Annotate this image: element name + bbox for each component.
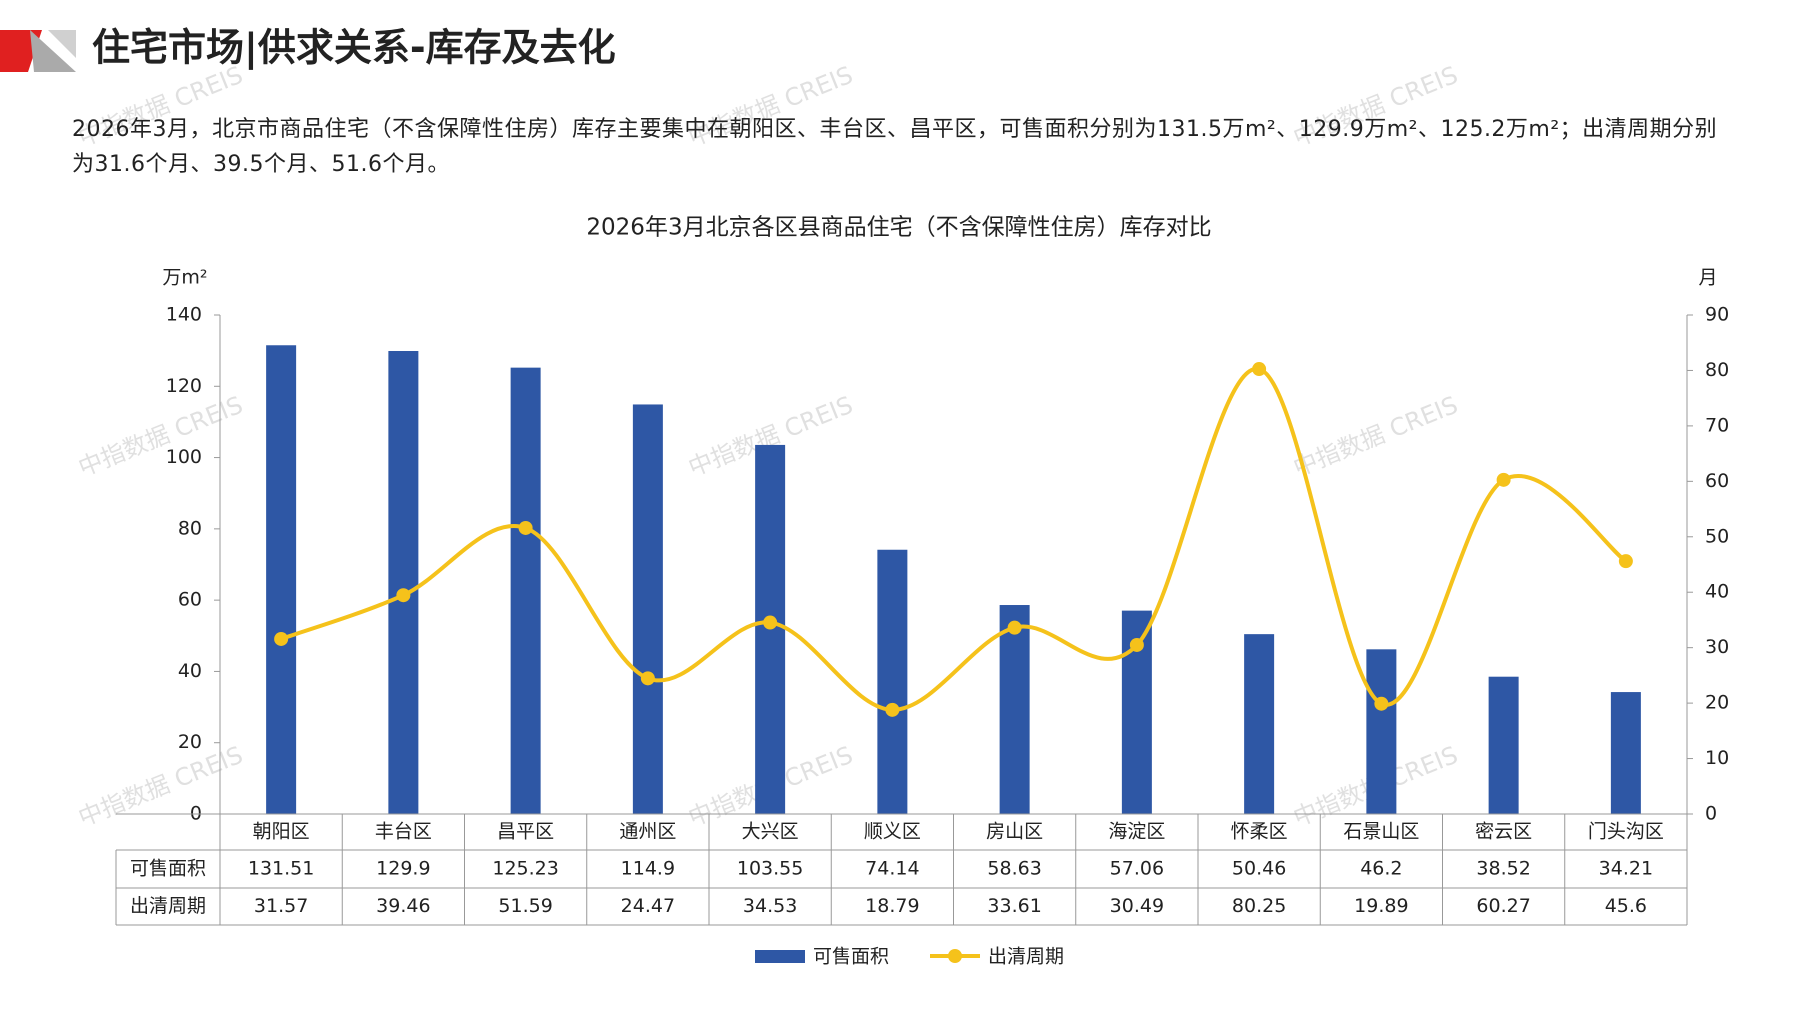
bar — [388, 350, 419, 814]
table-value: 103.55 — [737, 858, 803, 880]
line-point — [1618, 554, 1633, 569]
y-axis-label: 万m² — [162, 267, 207, 289]
header-decor — [30, 30, 76, 72]
chart-title: 2026年3月北京各区县商品住宅（不含保障性住房）库存对比 — [586, 215, 1211, 241]
table-value: 60.27 — [1476, 895, 1530, 917]
bar — [632, 404, 663, 814]
table-value: 39.46 — [376, 895, 430, 917]
line-point — [1129, 637, 1144, 652]
y-tick-label: 20 — [178, 731, 202, 753]
line-point — [763, 615, 778, 630]
table-value: 129.9 — [376, 858, 430, 880]
line-point — [640, 671, 655, 686]
y-tick-label: 40 — [178, 660, 202, 682]
y2-tick-label: 80 — [1705, 359, 1729, 381]
line-point — [396, 588, 411, 603]
table-value: 45.6 — [1605, 895, 1647, 917]
table-row-label: 可售面积 — [130, 858, 206, 880]
y2-tick-label: 20 — [1705, 692, 1729, 714]
table-value: 51.59 — [498, 895, 552, 917]
watermark: 中指数据 CREIS — [74, 391, 246, 482]
x-tick-label: 朝阳区 — [253, 821, 310, 843]
line-point — [518, 520, 533, 535]
table-row-label: 出清周期 — [130, 895, 206, 917]
y-tick-label: 80 — [178, 517, 202, 539]
x-tick-label: 顺义区 — [864, 821, 921, 843]
y2-tick-label: 70 — [1705, 414, 1729, 436]
y-tick-label: 60 — [178, 589, 202, 611]
line-point — [1252, 362, 1267, 377]
table-value: 18.79 — [865, 895, 919, 917]
y2-tick-label: 0 — [1705, 803, 1717, 825]
table-value: 30.49 — [1110, 895, 1164, 917]
x-tick-label: 丰台区 — [375, 821, 432, 843]
legend-swatch — [755, 950, 805, 963]
y2-axis-label: 月 — [1698, 267, 1717, 289]
bar — [1610, 692, 1641, 814]
y2-tick-label: 30 — [1705, 636, 1729, 658]
x-tick-label: 通州区 — [619, 821, 676, 843]
y-tick-label: 100 — [166, 446, 202, 468]
line-point — [274, 631, 289, 646]
legend-swatch — [948, 949, 962, 963]
x-tick-label: 门头沟区 — [1588, 821, 1664, 843]
table-value: 131.51 — [248, 858, 314, 880]
table-value: 34.21 — [1599, 858, 1653, 880]
y2-tick-label: 40 — [1705, 581, 1729, 603]
x-tick-label: 石景山区 — [1343, 821, 1419, 843]
bar — [1244, 634, 1275, 814]
line-point — [1496, 472, 1511, 487]
table-value: 74.14 — [865, 858, 919, 880]
watermark: 中指数据 CREIS — [1289, 391, 1461, 482]
watermark: 中指数据 CREIS — [74, 741, 246, 832]
table-value: 33.61 — [987, 895, 1041, 917]
table-value: 57.06 — [1110, 858, 1164, 880]
table-value: 19.89 — [1354, 895, 1408, 917]
x-tick-label: 昌平区 — [497, 821, 554, 843]
y2-tick-label: 10 — [1705, 747, 1729, 769]
table-value: 38.52 — [1476, 858, 1530, 880]
bar — [1488, 676, 1519, 814]
table-value: 80.25 — [1232, 895, 1286, 917]
table-value: 50.46 — [1232, 858, 1286, 880]
y2-tick-label: 50 — [1705, 525, 1729, 547]
y2-tick-label: 60 — [1705, 470, 1729, 492]
x-tick-label: 大兴区 — [742, 821, 799, 843]
line-point — [885, 702, 900, 717]
table-value: 114.9 — [621, 858, 675, 880]
x-tick-label: 房山区 — [986, 821, 1043, 843]
bar — [510, 367, 541, 814]
line-point — [1007, 620, 1022, 635]
header-decor — [48, 30, 76, 58]
bar — [999, 605, 1030, 814]
page-title: 住宅市场|供求关系-库存及去化 — [92, 26, 616, 71]
x-tick-label: 怀柔区 — [1231, 821, 1288, 843]
legend-label: 出清周期 — [988, 946, 1064, 968]
bar — [1366, 649, 1397, 814]
legend-label: 可售面积 — [813, 946, 889, 968]
table-value: 24.47 — [621, 895, 675, 917]
table-value: 31.57 — [254, 895, 308, 917]
x-tick-label: 海淀区 — [1108, 821, 1165, 843]
x-tick-label: 密云区 — [1475, 821, 1532, 843]
table-value: 58.63 — [987, 858, 1041, 880]
y2-tick-label: 90 — [1705, 304, 1729, 326]
y-tick-label: 120 — [166, 375, 202, 397]
table-value: 34.53 — [743, 895, 797, 917]
summary: 2026年3月，北京市商品住宅（不含保障性住房）库存主要集中在朝阳区、丰台区、昌… — [72, 117, 1718, 177]
table-value: 46.2 — [1360, 858, 1402, 880]
line-point — [1374, 696, 1389, 711]
y-tick-label: 140 — [166, 304, 202, 326]
bar — [877, 549, 908, 814]
table-value: 125.23 — [492, 858, 558, 880]
bar — [266, 345, 297, 814]
